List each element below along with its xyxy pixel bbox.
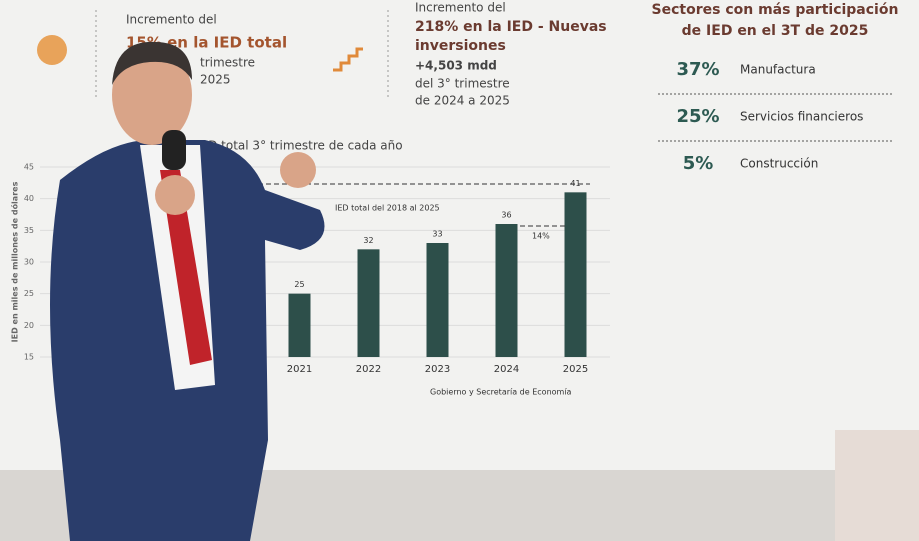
decor [835,430,919,541]
panel-text: del 3° trimestre [415,77,510,91]
icon [37,35,67,65]
value-label: 36 [501,211,511,220]
panel-text: inversiones [415,38,506,54]
x-tick-label: 2025 [563,364,588,375]
x-tick-label: 2022 [356,364,381,375]
bar [426,243,449,357]
value-label: 25 [294,280,304,289]
x-tick-label: 2021 [287,364,312,375]
value-label: 41 [570,179,580,188]
annotation: 14% [532,232,550,241]
value-label: 32 [363,236,373,245]
panel-text: +4,503 mdd [415,59,497,73]
x-tick-label: 2024 [494,364,519,375]
x-tick-label: 2023 [425,364,450,375]
sector-percent: 5% [683,153,714,174]
sector-name: Construcción [740,157,818,171]
y-tick-label: 15 [24,353,34,362]
y-tick-label: 35 [24,226,34,235]
panel-text: 218% en la IED - Nuevas [415,19,607,35]
value-label: 33 [432,230,442,239]
y-axis-label: IED en miles de millones de dólares [10,181,20,342]
y-tick-label: 20 [24,321,34,330]
sectors-title: de IED en el 3T de 2025 [682,23,869,39]
bar [288,293,311,357]
y-tick-label: 25 [24,289,34,298]
panel-text: trimestre [200,56,255,70]
bar [495,224,518,357]
sector-name: Servicios financieros [740,110,863,124]
panel-text: Incremento del [415,1,506,15]
person [50,41,325,541]
sectors-title: Sectores con más participación [652,2,899,18]
source: Gobierno y Secretaría de Economía [430,388,572,397]
sector-name: Manufactura [740,63,816,77]
bar [564,192,587,357]
sectors: 37% Manufactura 25% Servicios financieros 5%… [658,59,892,174]
y-tick-label: 45 [24,163,34,172]
sector-percent: 25% [676,106,719,127]
annotation: IED total del 2018 al 2025 [335,204,440,213]
panel-text: 2025 [200,73,231,87]
icon [333,47,363,72]
panel-text: de 2024 a 2025 [415,94,510,108]
bar [357,249,380,357]
y-tick-label: 40 [24,194,34,203]
panel-text: Incremento del [126,13,217,27]
sector-percent: 37% [676,59,719,80]
chart-title: IED total 3° trimestre de cada año [197,139,403,153]
y-tick-label: 30 [24,258,34,267]
